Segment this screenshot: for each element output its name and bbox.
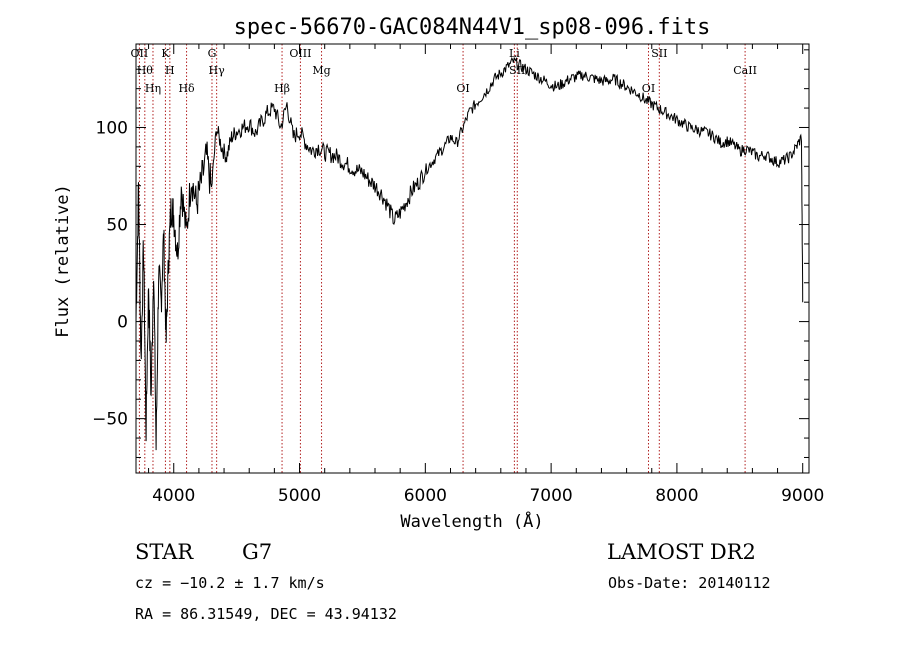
- x-axis-title: Wavelength (Å): [400, 510, 543, 532]
- spectral-line-label: OI: [642, 82, 655, 95]
- spectral-line-label: Hθ: [137, 64, 154, 77]
- x-tick-label: 6000: [404, 486, 447, 506]
- spectral-line-label: G: [208, 47, 217, 60]
- spectral-line-label: Hγ: [209, 64, 226, 77]
- object-subclass-label: G7: [242, 540, 272, 564]
- spectral-line-label: Mg: [312, 64, 330, 77]
- plot-area: OIIHθHηKHHδGHγHβOIIIMgOILiSIIOISIICaII40…: [92, 43, 824, 506]
- x-tick-label: 7000: [529, 486, 572, 506]
- plot-frame: [135, 43, 810, 474]
- y-tick-label: −50: [92, 410, 128, 430]
- spectral-line-label: H: [165, 64, 175, 77]
- spectral-line-label: OIII: [289, 47, 311, 60]
- x-tick-label: 4000: [152, 486, 195, 506]
- x-tick-label: 5000: [278, 486, 321, 506]
- x-tick-label: 9000: [781, 486, 824, 506]
- object-class-label: STAR: [135, 540, 194, 564]
- y-tick-label: 0: [117, 313, 128, 333]
- spectral-line-label: Li: [509, 47, 520, 60]
- redshift-cz: cz = −10.2 ± 1.7 km/s: [135, 574, 325, 592]
- spectral-line-label: Hδ: [178, 82, 195, 95]
- y-tick-label: 50: [106, 216, 128, 236]
- spectral-line-label: Hβ: [274, 82, 290, 95]
- x-tick-label: 8000: [655, 486, 698, 506]
- observation-date: Obs-Date: 20140112: [608, 574, 771, 592]
- spectral-line-label: Hη: [145, 82, 161, 95]
- spectral-line-label: SII: [651, 47, 667, 60]
- survey-label: LAMOST DR2: [607, 540, 756, 564]
- spectral-line-label: OI: [456, 82, 469, 95]
- spectral-line-label: CaII: [733, 64, 757, 77]
- chart-title: spec-56670-GAC084N44V1_sp08-096.fits: [234, 15, 711, 40]
- flux-series-line: [135, 56, 804, 451]
- y-tick-label: 100: [96, 118, 128, 138]
- spectral-line-label: K: [161, 47, 170, 60]
- spectral-line-label: OII: [131, 47, 149, 60]
- ra-dec-coordinates: RA = 86.31549, DEC = 43.94132: [135, 605, 397, 623]
- y-axis-title: Flux (relative): [53, 184, 73, 338]
